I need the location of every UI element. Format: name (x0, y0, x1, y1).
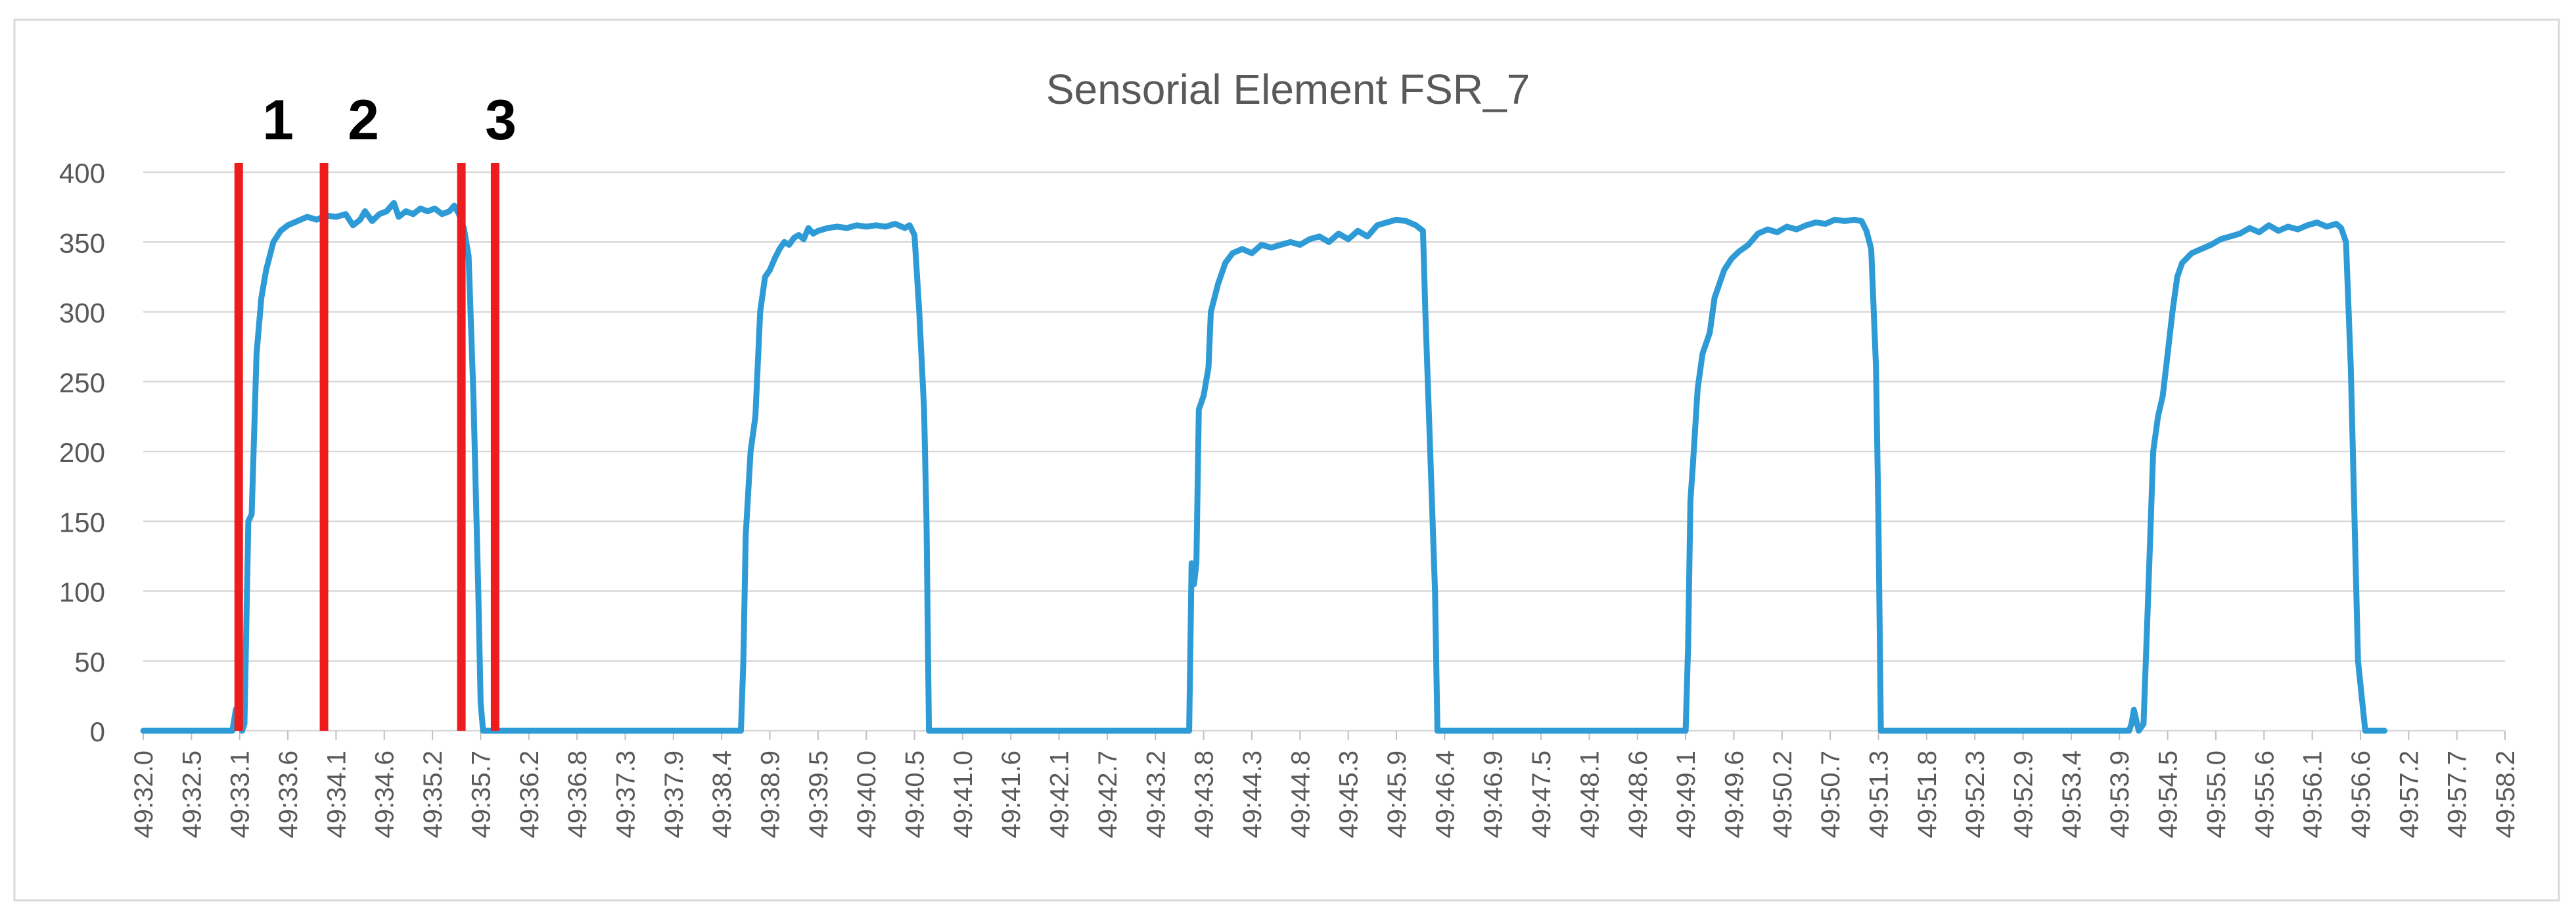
y-tick-label: 250 (59, 367, 105, 398)
x-tick-label: 49:40.0 (852, 750, 881, 838)
x-tick-label: 49:35.7 (467, 750, 495, 838)
x-tick-label: 49:50.7 (1816, 750, 1845, 838)
y-tick-label: 200 (59, 437, 105, 468)
y-tick-label: 350 (59, 227, 105, 258)
x-tick-label: 49:51.8 (1913, 750, 1942, 838)
y-tick-label: 400 (59, 158, 105, 189)
x-tick-label: 49:56.1 (2299, 750, 2328, 838)
y-tick-label: 100 (59, 577, 105, 608)
phase-marker-label: 2 (348, 89, 379, 152)
x-tick-label: 49:56.6 (2347, 750, 2376, 838)
x-tick-label: 49:46.4 (1431, 750, 1460, 838)
phase-marker-label: 1 (262, 89, 294, 152)
y-tick-label: 300 (59, 298, 105, 329)
x-tick-label: 49:47.5 (1527, 750, 1556, 838)
x-tick-label: 49:53.9 (2105, 750, 2134, 838)
x-tick-label: 49:37.3 (611, 750, 640, 838)
x-tick-label: 49:40.5 (901, 750, 930, 838)
x-tick-label: 49:51.3 (1864, 750, 1893, 838)
x-tick-label: 49:42.1 (1046, 750, 1074, 838)
x-tick-label: 49:53.4 (2058, 750, 2086, 838)
x-tick-label: 49:36.2 (515, 750, 544, 838)
x-axis-ticks: 49:32.0 49:32.5 49:33.1 49:33.6 49:34.1 49:34… (129, 731, 2520, 838)
series-layer (140, 200, 2388, 734)
x-tick-label: 49:33.6 (274, 750, 303, 838)
chart-border (13, 18, 2560, 902)
x-tick-label: 49:45.3 (1335, 750, 1364, 838)
x-tick-label: 49:34.6 (371, 750, 400, 838)
x-tick-label: 49:57.7 (2443, 750, 2472, 838)
x-tick-label: 49:43.2 (1141, 750, 1170, 838)
x-tick-label: 49:33.1 (226, 750, 255, 838)
x-tick-label: 49:41.6 (997, 750, 1026, 838)
series-line (140, 200, 2388, 734)
x-tick-label: 49:46.9 (1479, 750, 1508, 838)
x-tick-label: 49:49.1 (1672, 750, 1701, 838)
x-tick-label: 49:36.8 (563, 750, 592, 838)
x-tick-label: 49:44.8 (1286, 750, 1315, 838)
y-axis-ticks: 0 50 100 150 200 250 300 350 400 (59, 158, 105, 747)
x-tick-label: 49:48.1 (1575, 750, 1604, 838)
x-tick-label: 49:32.0 (129, 750, 158, 838)
y-tick-label: 50 (74, 647, 105, 678)
x-tick-label: 49:50.2 (1768, 750, 1797, 838)
phase-marker-label: 3 (485, 89, 517, 152)
x-tick-label: 49:35.2 (419, 750, 448, 838)
x-tick-label: 49:55.6 (2250, 750, 2279, 838)
x-tick-label: 49:41.0 (949, 750, 978, 838)
x-tick-label: 49:52.9 (2010, 750, 2038, 838)
x-tick-label: 49:55.0 (2202, 750, 2231, 838)
x-tick-label: 49:57.2 (2395, 750, 2424, 838)
x-tick-label: 49:48.6 (1624, 750, 1653, 838)
x-tick-label: 49:38.9 (756, 750, 785, 838)
x-tick-label: 49:37.9 (660, 750, 689, 838)
y-tick-label: 0 (90, 716, 105, 747)
x-tick-label: 49:44.3 (1238, 750, 1267, 838)
x-tick-label: 49:52.3 (1961, 750, 1990, 838)
x-tick-label: 49:54.5 (2154, 750, 2183, 838)
x-tick-label: 49:45.9 (1383, 750, 1412, 838)
x-tick-label: 49:39.5 (804, 750, 833, 838)
x-tick-label: 49:42.7 (1093, 750, 1122, 838)
x-tick-label: 49:58.2 (2491, 750, 2520, 838)
x-tick-label: 49:43.8 (1190, 750, 1219, 838)
x-tick-label: 49:38.4 (708, 750, 737, 838)
chart-title: Sensorial Element FSR_7 (1046, 66, 1530, 113)
y-tick-label: 150 (59, 507, 105, 538)
x-tick-label: 49:34.1 (322, 750, 351, 838)
x-tick-label: 49:32.5 (177, 750, 206, 838)
x-tick-label: 49:49.6 (1720, 750, 1749, 838)
